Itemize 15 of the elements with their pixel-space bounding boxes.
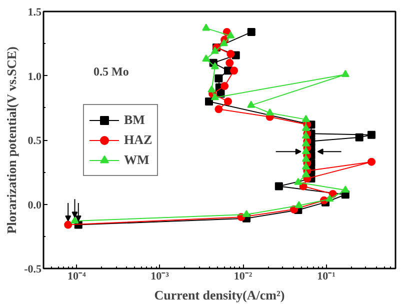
x-tick-label: 10⁻¹ (317, 270, 336, 282)
x-tick-label: 10⁻² (234, 270, 253, 282)
legend-label: HAZ (124, 130, 152, 148)
y-axis-title: Plorarization potential(V vs.SCE) (4, 46, 20, 234)
x-tick-label: 10⁻⁴ (67, 270, 86, 282)
legend-label: BM (124, 110, 145, 128)
y-tick-label: 1.0 (28, 70, 42, 83)
legend-label: WM (124, 150, 150, 168)
y-tick-label: 1.5 (28, 6, 42, 18)
x-tick-label: 10⁻³ (150, 270, 170, 282)
annotation: 0.5 Mo (94, 64, 129, 78)
y-tick-label: 0.0 (28, 199, 42, 212)
y-tick-label: -0.5 (24, 264, 42, 276)
y-tick-label: 0.5 (28, 135, 42, 147)
x-axis-title: Current density(A/cm²) (154, 288, 285, 302)
